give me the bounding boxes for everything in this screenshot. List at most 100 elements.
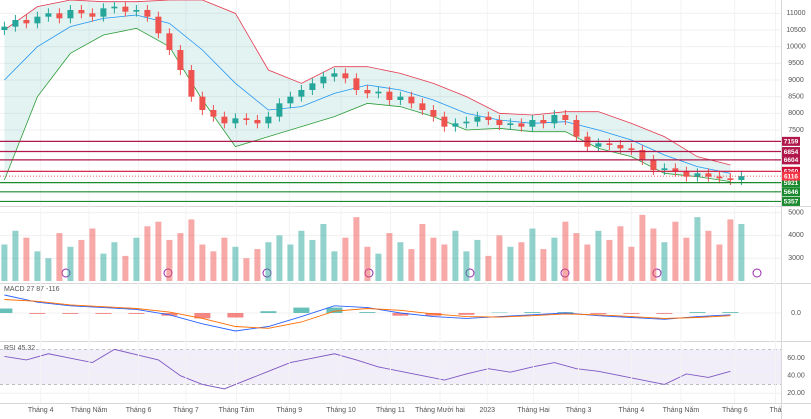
candle-body: [111, 6, 118, 9]
signal-line: [4, 299, 731, 329]
candle-body: [34, 16, 41, 24]
y-tick-label: 5000: [788, 209, 804, 216]
volume-bar: [496, 235, 503, 281]
volume-bar: [540, 249, 547, 281]
volume-bar: [353, 217, 360, 281]
candle-body: [309, 83, 316, 90]
volume-bar: [650, 228, 657, 281]
volume-bar: [45, 258, 52, 281]
volume-bar: [111, 242, 118, 281]
volume-bar: [419, 223, 426, 281]
level-label: 6604: [784, 157, 799, 164]
volume-bar: [507, 246, 514, 281]
candle-body: [287, 96, 294, 104]
x-tick-label: Tháng 3: [566, 407, 592, 414]
volume-bar: [364, 246, 371, 281]
y-tick-label: 40.00: [787, 373, 805, 380]
candle-body: [100, 8, 107, 17]
volume-bar: [397, 242, 404, 281]
candle-body: [694, 173, 701, 177]
volume-bar: [408, 249, 415, 281]
y-tick-label: 10500: [786, 27, 806, 34]
volume-bar: [606, 239, 613, 281]
volume-bar: [485, 255, 492, 281]
y-tick-label: 4000: [788, 232, 804, 239]
macd-histogram-bar: [722, 312, 739, 313]
volume-bar: [265, 242, 272, 281]
x-tick-label: Tháng 4: [619, 407, 645, 414]
volume-bar: [34, 251, 41, 281]
y-tick-label: 10000: [786, 44, 806, 51]
volume-bar: [628, 246, 635, 281]
candle-body: [23, 20, 30, 24]
candle-body: [265, 116, 272, 124]
candle-body: [45, 13, 52, 17]
candle-body: [188, 70, 195, 97]
candle-body: [144, 10, 151, 17]
macd-histogram-bar: [359, 312, 376, 313]
rsi-line: [4, 348, 731, 390]
candle-body: [705, 173, 712, 177]
candle-body: [166, 33, 173, 50]
macd-histogram-bar: [227, 313, 244, 318]
y-tick-label: 9500: [788, 60, 804, 67]
candle-body: [155, 16, 162, 34]
volume-bar: [595, 230, 602, 281]
y-tick-label: 20.00: [787, 390, 805, 397]
candle-body: [243, 118, 250, 120]
level-label: 5646: [784, 189, 799, 196]
level-label-box: [782, 147, 800, 157]
macd-histogram-bar: [590, 313, 607, 314]
volume-bar: [166, 239, 173, 281]
macd-histogram-bar: [0, 308, 13, 313]
candle-body: [529, 120, 536, 127]
y-tick-label: 9000: [788, 77, 804, 84]
volume-bar: [56, 233, 63, 281]
macd-histogram-bar: [128, 313, 145, 314]
candle-body: [727, 178, 734, 180]
candle-body: [78, 10, 85, 14]
candle-body: [386, 91, 393, 100]
candle-body: [210, 110, 217, 117]
candle-body: [639, 150, 646, 160]
macd-histogram-bar: [623, 313, 640, 314]
volume-bar: [23, 237, 30, 281]
candle-body: [221, 116, 228, 124]
x-tick-label: Tháng Năm: [71, 407, 108, 414]
candle-body: [628, 148, 635, 150]
volume-bar: [551, 237, 558, 281]
volume-bar: [694, 217, 701, 281]
last-price-label: 6116: [784, 173, 798, 180]
volume-bar: [298, 230, 305, 281]
x-tick-label: Tháng 11: [376, 407, 405, 414]
candle-body: [507, 123, 514, 125]
volume-bar: [672, 221, 679, 281]
macd-histogram-bar: [293, 307, 310, 313]
level-label-box: [782, 187, 800, 197]
volume-bar: [452, 230, 459, 281]
volume-bar: [221, 237, 228, 281]
event-icon[interactable]: [752, 268, 762, 278]
level-label: 7159: [784, 139, 799, 146]
candle-body: [276, 103, 283, 117]
candle-body: [89, 13, 96, 17]
volume-bar: [100, 253, 107, 281]
candle-body: [485, 116, 492, 120]
level-label: 5357: [784, 199, 799, 206]
volume-bar: [320, 223, 327, 281]
volume-bar: [683, 237, 690, 281]
candle-body: [683, 171, 690, 177]
candle-body: [12, 20, 19, 27]
candle-body: [650, 160, 657, 170]
level-label: 6854: [784, 149, 799, 156]
macd-title: MACD 27 87 -116: [4, 286, 60, 293]
candle-body: [441, 116, 448, 127]
candle-body: [232, 118, 239, 124]
volume-bar: [441, 244, 448, 281]
candle-body: [364, 90, 371, 94]
candle-body: [463, 121, 470, 124]
x-tick-label: Tháng 4: [28, 407, 54, 414]
